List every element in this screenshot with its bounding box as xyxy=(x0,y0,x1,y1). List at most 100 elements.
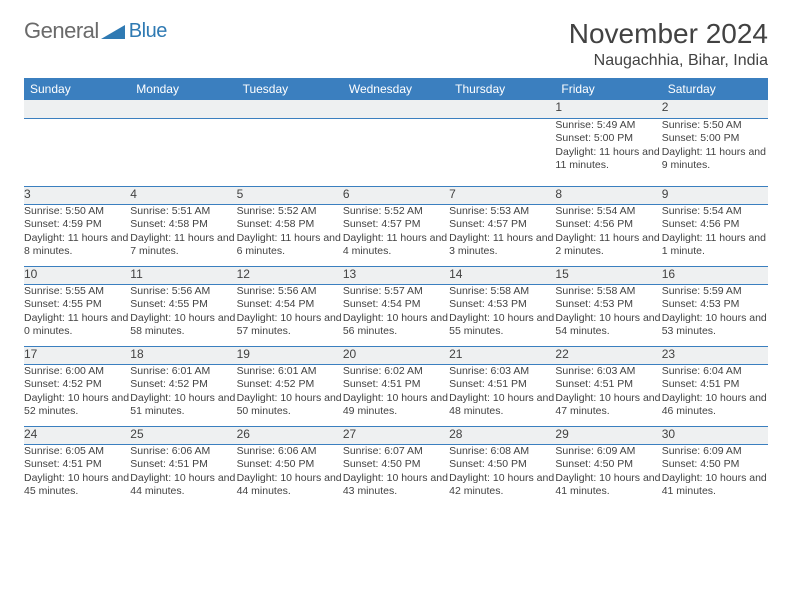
sunrise-line: Sunrise: 5:58 AM xyxy=(449,285,555,299)
daylight-line: Daylight: 11 hours and 3 minutes. xyxy=(449,232,555,259)
day-detail-cell: Sunrise: 6:02 AMSunset: 4:51 PMDaylight:… xyxy=(343,364,449,426)
sunset-line: Sunset: 4:53 PM xyxy=(662,298,768,312)
day-number-cell: 13 xyxy=(343,266,449,284)
sunrise-line: Sunrise: 5:53 AM xyxy=(449,205,555,219)
day-number-cell: 17 xyxy=(24,346,130,364)
day-detail-cell: Sunrise: 6:01 AMSunset: 4:52 PMDaylight:… xyxy=(237,364,343,426)
day-number-cell: 4 xyxy=(130,186,236,204)
day-detail-cell: Sunrise: 5:52 AMSunset: 4:58 PMDaylight:… xyxy=(237,204,343,266)
day-detail-cell: Sunrise: 5:57 AMSunset: 4:54 PMDaylight:… xyxy=(343,284,449,346)
day-detail-cell: Sunrise: 6:05 AMSunset: 4:51 PMDaylight:… xyxy=(24,444,130,506)
sunset-line: Sunset: 4:58 PM xyxy=(237,218,343,232)
sunrise-line: Sunrise: 5:50 AM xyxy=(24,205,130,219)
daylight-line: Daylight: 10 hours and 44 minutes. xyxy=(130,472,236,499)
day-detail-cell xyxy=(237,118,343,186)
sunrise-line: Sunrise: 6:06 AM xyxy=(237,445,343,459)
sunset-line: Sunset: 4:52 PM xyxy=(24,378,130,392)
sunrise-line: Sunrise: 6:04 AM xyxy=(662,365,768,379)
day-detail-cell: Sunrise: 6:09 AMSunset: 4:50 PMDaylight:… xyxy=(555,444,661,506)
sunrise-line: Sunrise: 5:56 AM xyxy=(237,285,343,299)
daylight-line: Daylight: 10 hours and 54 minutes. xyxy=(555,312,661,339)
sunset-line: Sunset: 4:51 PM xyxy=(130,458,236,472)
day-number-cell: 16 xyxy=(662,266,768,284)
day-detail-cell: Sunrise: 6:04 AMSunset: 4:51 PMDaylight:… xyxy=(662,364,768,426)
sunset-line: Sunset: 4:51 PM xyxy=(555,378,661,392)
page-header: General Blue November 2024 Naugachhia, B… xyxy=(24,18,768,70)
day-number-row: 17181920212223 xyxy=(24,346,768,364)
sunrise-line: Sunrise: 6:02 AM xyxy=(343,365,449,379)
daylight-line: Daylight: 11 hours and 7 minutes. xyxy=(130,232,236,259)
day-detail-cell xyxy=(449,118,555,186)
day-number-cell: 10 xyxy=(24,266,130,284)
sunset-line: Sunset: 4:50 PM xyxy=(237,458,343,472)
day-number-cell: 14 xyxy=(449,266,555,284)
sunrise-line: Sunrise: 5:49 AM xyxy=(555,119,661,133)
sunset-line: Sunset: 4:56 PM xyxy=(662,218,768,232)
sunset-line: Sunset: 4:59 PM xyxy=(24,218,130,232)
day-number-row: 12 xyxy=(24,100,768,118)
day-detail-cell: Sunrise: 5:58 AMSunset: 4:53 PMDaylight:… xyxy=(449,284,555,346)
sunrise-line: Sunrise: 5:55 AM xyxy=(24,285,130,299)
day-detail-cell: Sunrise: 5:52 AMSunset: 4:57 PMDaylight:… xyxy=(343,204,449,266)
day-detail-cell: Sunrise: 5:54 AMSunset: 4:56 PMDaylight:… xyxy=(662,204,768,266)
daylight-line: Daylight: 10 hours and 53 minutes. xyxy=(662,312,768,339)
daylight-line: Daylight: 10 hours and 58 minutes. xyxy=(130,312,236,339)
sunset-line: Sunset: 4:53 PM xyxy=(449,298,555,312)
daylight-line: Daylight: 11 hours and 6 minutes. xyxy=(237,232,343,259)
weekday-header: Sunday xyxy=(24,78,130,100)
daylight-line: Daylight: 10 hours and 57 minutes. xyxy=(237,312,343,339)
day-number-row: 10111213141516 xyxy=(24,266,768,284)
sunset-line: Sunset: 4:54 PM xyxy=(237,298,343,312)
sunset-line: Sunset: 4:51 PM xyxy=(24,458,130,472)
daylight-line: Daylight: 10 hours and 50 minutes. xyxy=(237,392,343,419)
daylight-line: Daylight: 10 hours and 47 minutes. xyxy=(555,392,661,419)
daylight-line: Daylight: 10 hours and 41 minutes. xyxy=(662,472,768,499)
day-number-cell: 18 xyxy=(130,346,236,364)
sunrise-line: Sunrise: 5:58 AM xyxy=(555,285,661,299)
day-number-cell xyxy=(130,100,236,118)
day-detail-cell xyxy=(130,118,236,186)
sunset-line: Sunset: 4:50 PM xyxy=(449,458,555,472)
sunrise-line: Sunrise: 5:52 AM xyxy=(237,205,343,219)
daylight-line: Daylight: 10 hours and 49 minutes. xyxy=(343,392,449,419)
sunset-line: Sunset: 5:00 PM xyxy=(662,132,768,146)
sunset-line: Sunset: 4:57 PM xyxy=(449,218,555,232)
daylight-line: Daylight: 11 hours and 0 minutes. xyxy=(24,312,130,339)
sunrise-line: Sunrise: 6:03 AM xyxy=(555,365,661,379)
day-detail-cell xyxy=(24,118,130,186)
sunset-line: Sunset: 4:51 PM xyxy=(662,378,768,392)
daylight-line: Daylight: 10 hours and 56 minutes. xyxy=(343,312,449,339)
day-detail-row: Sunrise: 5:49 AMSunset: 5:00 PMDaylight:… xyxy=(24,118,768,186)
logo-text-general: General xyxy=(24,18,99,44)
day-detail-cell: Sunrise: 5:50 AMSunset: 4:59 PMDaylight:… xyxy=(24,204,130,266)
day-detail-row: Sunrise: 6:00 AMSunset: 4:52 PMDaylight:… xyxy=(24,364,768,426)
day-number-cell: 3 xyxy=(24,186,130,204)
sunset-line: Sunset: 4:50 PM xyxy=(555,458,661,472)
day-number-cell: 23 xyxy=(662,346,768,364)
day-detail-cell: Sunrise: 6:03 AMSunset: 4:51 PMDaylight:… xyxy=(555,364,661,426)
day-number-cell: 8 xyxy=(555,186,661,204)
day-detail-cell: Sunrise: 5:56 AMSunset: 4:54 PMDaylight:… xyxy=(237,284,343,346)
sunrise-line: Sunrise: 5:54 AM xyxy=(555,205,661,219)
day-detail-cell: Sunrise: 6:07 AMSunset: 4:50 PMDaylight:… xyxy=(343,444,449,506)
sunrise-line: Sunrise: 6:09 AM xyxy=(662,445,768,459)
sunrise-line: Sunrise: 6:00 AM xyxy=(24,365,130,379)
sunset-line: Sunset: 4:53 PM xyxy=(555,298,661,312)
weekday-header: Monday xyxy=(130,78,236,100)
day-detail-cell: Sunrise: 5:53 AMSunset: 4:57 PMDaylight:… xyxy=(449,204,555,266)
daylight-line: Daylight: 11 hours and 1 minute. xyxy=(662,232,768,259)
sunrise-line: Sunrise: 6:05 AM xyxy=(24,445,130,459)
day-number-cell: 1 xyxy=(555,100,661,118)
day-number-cell xyxy=(237,100,343,118)
daylight-line: Daylight: 11 hours and 11 minutes. xyxy=(555,146,661,173)
calendar-page: General Blue November 2024 Naugachhia, B… xyxy=(0,0,792,524)
weekday-header: Friday xyxy=(555,78,661,100)
day-detail-cell: Sunrise: 6:00 AMSunset: 4:52 PMDaylight:… xyxy=(24,364,130,426)
day-number-cell: 9 xyxy=(662,186,768,204)
sunrise-line: Sunrise: 6:06 AM xyxy=(130,445,236,459)
sunset-line: Sunset: 4:52 PM xyxy=(130,378,236,392)
sunset-line: Sunset: 4:52 PM xyxy=(237,378,343,392)
sunrise-line: Sunrise: 5:56 AM xyxy=(130,285,236,299)
sunrise-line: Sunrise: 5:51 AM xyxy=(130,205,236,219)
day-number-cell xyxy=(343,100,449,118)
